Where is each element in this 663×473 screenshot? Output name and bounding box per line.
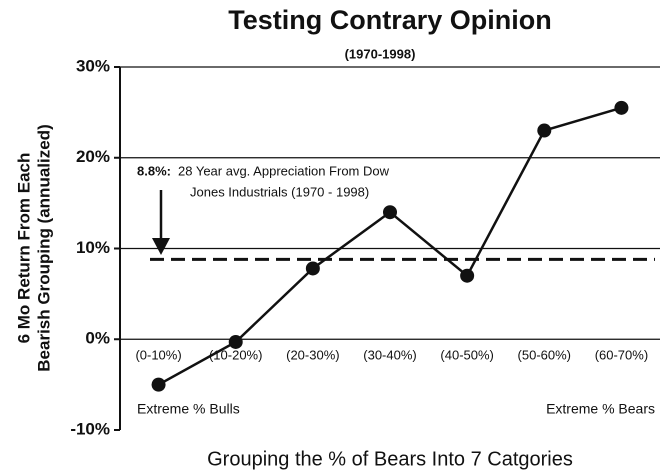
reference-label: 8.8%: <box>137 163 171 178</box>
x-tick-label: (20-30%) <box>286 348 339 363</box>
annotation: Extreme % Bulls <box>137 401 240 417</box>
point <box>460 268 475 283</box>
x-axis-label: Grouping the % of Bears Into 7 Catgories <box>207 448 573 470</box>
chart-title: Testing Contrary Opinion <box>228 5 552 35</box>
annotation: Extreme % Bears <box>546 401 655 417</box>
x-tick-label: (30-40%) <box>363 348 416 363</box>
y-tick-label: 0% <box>85 329 110 348</box>
chart-subtitle: (1970-1998) <box>345 46 416 61</box>
point <box>151 377 166 392</box>
point <box>383 205 397 220</box>
y-axis-label: 6 Mo Return From Each Bearish Grouping (… <box>14 124 53 371</box>
point <box>614 100 629 115</box>
point <box>537 123 552 138</box>
x-tick-label: (40-50%) <box>440 348 493 363</box>
reference-text: 28 Year avg. Appreciation From Dow <box>178 163 390 178</box>
x-tick-label: (50-60%) <box>518 348 571 363</box>
reference-text: Jones Industrials (1970 - 1998) <box>190 184 369 199</box>
y-tick-label: -10% <box>70 419 110 438</box>
x-tick-label: (0-10%) <box>135 348 181 363</box>
series-line <box>157 106 622 386</box>
arrow-head <box>152 238 170 255</box>
y-tick-label: 30% <box>76 56 110 75</box>
point <box>228 334 243 349</box>
y-axis-label-line: Bearish Grouping (annualized) <box>34 124 53 371</box>
x-tick-label: (60-70%) <box>595 348 648 363</box>
point <box>305 261 320 276</box>
y-axis-label-line: 6 Mo Return From Each <box>14 153 33 344</box>
y-tick-label: 10% <box>76 238 110 257</box>
y-tick-label: 20% <box>76 147 110 166</box>
x-tick-label: (10-20%) <box>209 348 262 363</box>
